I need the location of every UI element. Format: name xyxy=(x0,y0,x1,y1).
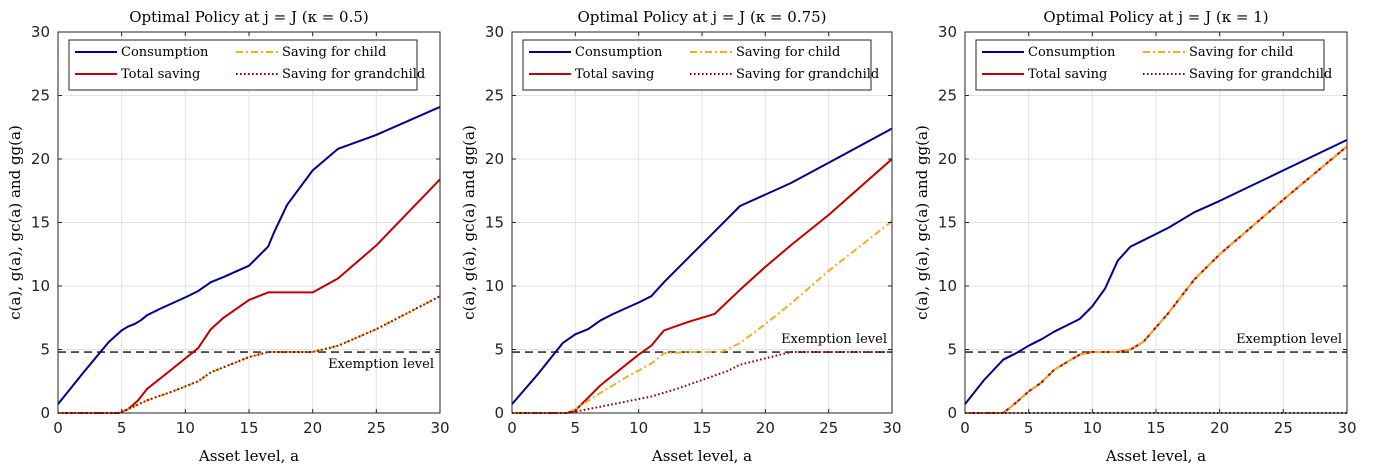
y-tick-label: 5 xyxy=(494,341,504,359)
y-tick-label: 10 xyxy=(938,277,957,295)
y-axis-label: c(a), g(a), gc(a) and gg(a) xyxy=(913,125,931,320)
x-tick-label: 0 xyxy=(53,419,63,437)
x-tick-label: 30 xyxy=(882,419,901,437)
series-line-consumption xyxy=(964,138,1348,405)
legend-label: Consumption xyxy=(121,45,209,60)
x-axis-label: Asset level, a xyxy=(651,447,752,465)
legend-label: Saving for child xyxy=(1189,45,1293,60)
x-tick-label: 15 xyxy=(239,419,258,437)
y-tick-label: 20 xyxy=(485,150,504,168)
series-line-saving-for-child xyxy=(58,295,441,414)
legend-label: Saving for child xyxy=(282,45,386,60)
exemption-level-label: Exemption level xyxy=(781,332,887,347)
y-axis-label: c(a), g(a), gc(a) and gg(a) xyxy=(460,125,478,320)
y-tick-label: 20 xyxy=(31,150,50,168)
x-tick-label: 25 xyxy=(819,419,838,437)
legend-label: Consumption xyxy=(575,45,663,60)
y-tick-label: 30 xyxy=(485,23,504,41)
y-axis-label: c(a), g(a), gc(a) and gg(a) xyxy=(6,125,24,320)
y-tick-label: 20 xyxy=(938,150,957,168)
x-tick-label: 25 xyxy=(367,419,386,437)
legend-label: Consumption xyxy=(1028,45,1116,60)
series-line-saving-for-grandchild xyxy=(512,351,892,414)
series-line-saving-for-grandchild xyxy=(58,295,441,414)
series-line-total-saving xyxy=(58,178,441,414)
legend-label: Saving for child xyxy=(736,45,840,60)
chart-panel-1: Exemption level 0 5 10 15 20 25 30 0 5 10 15 20 25 30 O… xyxy=(6,8,450,465)
x-tick-label: 25 xyxy=(1274,419,1293,437)
y-tick-label: 30 xyxy=(938,23,957,41)
x-tick-label: 5 xyxy=(571,419,581,437)
legend-box xyxy=(975,39,1325,91)
series-line-consumption xyxy=(57,105,441,405)
x-tick-label: 10 xyxy=(1083,419,1102,437)
x-tick-label: 20 xyxy=(303,419,322,437)
x-tick-label: 15 xyxy=(1146,419,1165,437)
y-tick-label: 10 xyxy=(485,277,504,295)
x-tick-label: 30 xyxy=(430,419,449,437)
x-tick-label: 5 xyxy=(117,419,127,437)
series-line-total-saving xyxy=(512,158,893,414)
y-tick-label: 0 xyxy=(40,404,50,422)
x-tick-label: 0 xyxy=(960,419,970,437)
chart-panel-2: Exemption level 0 5 10 15 20 25 30 0 5 10 15 20 25 30 O… xyxy=(460,8,902,465)
exemption-level-label: Exemption level xyxy=(328,357,434,372)
series-line-consumption xyxy=(511,127,893,405)
chart-title: Optimal Policy at j = J (κ = 1) xyxy=(1043,8,1268,26)
chart-title: Optimal Policy at j = J (κ = 0.75) xyxy=(577,8,826,26)
legend-box xyxy=(68,39,418,91)
y-tick-label: 25 xyxy=(31,87,50,105)
x-tick-label: 5 xyxy=(1024,419,1034,437)
legend-label: Saving for grandchild xyxy=(282,67,425,82)
x-tick-label: 10 xyxy=(176,419,195,437)
x-tick-label: 20 xyxy=(756,419,775,437)
chart-title: Optimal Policy at j = J (κ = 0.5) xyxy=(129,8,369,26)
x-tick-label: 0 xyxy=(507,419,517,437)
y-tick-label: 25 xyxy=(938,87,957,105)
y-tick-label: 10 xyxy=(31,277,50,295)
x-tick-label: 15 xyxy=(692,419,711,437)
y-tick-label: 15 xyxy=(31,214,50,232)
legend: Consumption Saving for child Total saving S… xyxy=(522,39,879,91)
x-axis-label: Asset level, a xyxy=(198,447,299,465)
legend-label: Total saving xyxy=(1028,67,1107,82)
y-tick-label: 5 xyxy=(40,341,50,359)
y-tick-label: 5 xyxy=(947,341,957,359)
series-line-saving-for-child xyxy=(512,220,893,414)
legend-label: Saving for grandchild xyxy=(1189,67,1332,82)
x-axis-label: Asset level, a xyxy=(1105,447,1206,465)
legend-label: Total saving xyxy=(575,67,654,82)
legend: Consumption Saving for child Total saving S… xyxy=(68,39,425,91)
x-tick-label: 10 xyxy=(629,419,648,437)
y-tick-label: 0 xyxy=(947,404,957,422)
y-tick-label: 25 xyxy=(485,87,504,105)
y-tick-label: 15 xyxy=(938,214,957,232)
legend: Consumption Saving for child Total saving S… xyxy=(975,39,1332,91)
exemption-level-label: Exemption level xyxy=(1236,332,1342,347)
chart-panel-3: Exemption level 0 5 10 15 20 25 30 0 5 10 15 20 25 30 O… xyxy=(913,8,1357,465)
legend-label: Saving for grandchild xyxy=(736,67,879,82)
x-tick-label: 30 xyxy=(1337,419,1356,437)
legend-box xyxy=(522,39,872,91)
y-tick-label: 0 xyxy=(494,404,504,422)
x-tick-label: 20 xyxy=(1210,419,1229,437)
y-tick-label: 15 xyxy=(485,214,504,232)
y-tick-label: 30 xyxy=(31,23,50,41)
legend-label: Total saving xyxy=(121,67,200,82)
series-line-saving-for-child xyxy=(965,145,1348,414)
